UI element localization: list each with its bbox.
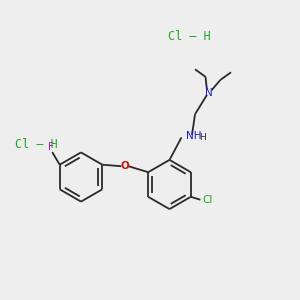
Text: H: H [199, 133, 206, 142]
Text: F: F [48, 142, 54, 152]
Text: Cl: Cl [202, 195, 212, 205]
Text: N: N [205, 88, 212, 98]
Text: Cl – H: Cl – H [168, 29, 210, 43]
Text: O: O [120, 161, 129, 171]
Text: Cl – H: Cl – H [15, 137, 57, 151]
Text: NH: NH [186, 131, 202, 141]
